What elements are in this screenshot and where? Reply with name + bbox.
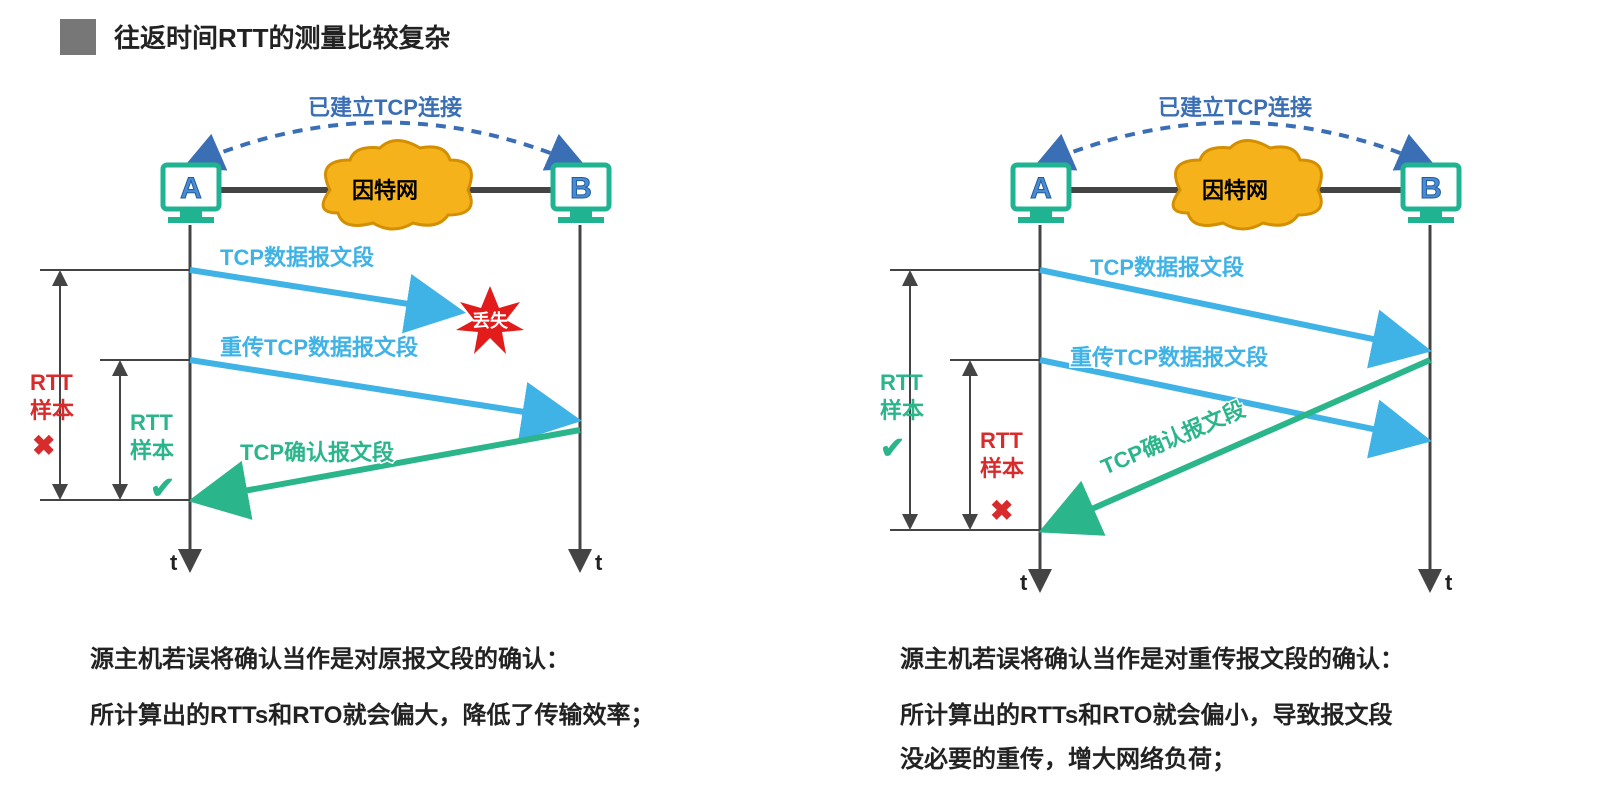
connection-label: 已建立TCP连接 [1158,95,1312,120]
retransmit-label: 重传TCP数据报文段 [220,335,418,360]
rtt-outer-label-2: 样本 [30,398,74,423]
right-caption-2: 所计算出的RTTs和RTO就会偏小，导致报文段 [900,694,1392,737]
internet-label: 因特网 [1202,178,1268,203]
lost-star-icon: 丢失 [456,286,524,354]
t-label-a: t [1020,570,1028,595]
node-a-label: A [1030,172,1052,205]
ack-label: TCP确认报文段 [240,440,394,465]
rtt-outer-check-icon: ✔ [880,432,905,465]
rtt-inner-label-2: 样本 [980,456,1024,481]
node-b-label: B [1420,172,1442,205]
right-caption-1: 源主机若误将确认当作是对重传报文段的确认： [900,638,1404,681]
node-a-icon: A [163,165,219,223]
t-label-a: t [170,550,178,575]
internet-cloud-icon: 因特网 [1173,141,1321,230]
left-caption-1: 源主机若误将确认当作是对原报文段的确认： [90,638,570,681]
title-row: 往返时间RTT的测量比较复杂 [60,18,451,55]
retransmit-line [190,360,576,420]
rtt-outer-label-2: 样本 [880,398,924,423]
rtt-outer-cross-icon: ✖ [32,430,55,461]
rtt-inner-label-1: RTT [980,428,1023,453]
ack-line [1044,360,1430,530]
internet-label: 因特网 [352,178,418,203]
tcp-segment-line [1040,270,1426,350]
left-diagram: 已建立TCP连接 因特网 A B t t TCP数据报文段 丢失 重传TCP数据… [20,60,740,600]
right-caption-3: 没必要的重传，增大网络负荷； [900,738,1236,781]
title-bullet-icon [60,19,96,55]
node-b-icon: B [1403,165,1459,223]
lost-label: 丢失 [472,310,509,331]
rtt-outer-label-1: RTT [880,370,923,395]
left-caption-2: 所计算出的RTTs和RTO就会偏大，降低了传输效率； [90,694,654,737]
tcp-segment-label: TCP数据报文段 [1090,255,1244,280]
rtt-inner-label-1: RTT [130,410,173,435]
right-diagram: 已建立TCP连接 因特网 A B t t TCP数据报文段 重传TCP数据报文段… [870,60,1590,620]
rtt-inner-check-icon: ✔ [150,472,175,505]
tcp-segment-lost [190,270,460,312]
node-a-icon: A [1013,165,1069,223]
ack-label: TCP确认报文段 [1097,396,1249,479]
retransmit-label: 重传TCP数据报文段 [1070,345,1268,370]
t-label-b: t [595,550,603,575]
connection-label: 已建立TCP连接 [308,95,462,120]
tcp-segment-label: TCP数据报文段 [220,245,374,270]
internet-cloud-icon: 因特网 [323,141,471,230]
rtt-inner-label-2: 样本 [130,438,174,463]
rtt-inner-cross-icon: ✖ [990,495,1013,526]
node-b-label: B [570,172,592,205]
node-a-label: A [180,172,202,205]
rtt-outer-label-1: RTT [30,370,73,395]
page-title: 往返时间RTT的测量比较复杂 [114,18,451,55]
t-label-b: t [1445,570,1453,595]
node-b-icon: B [553,165,609,223]
